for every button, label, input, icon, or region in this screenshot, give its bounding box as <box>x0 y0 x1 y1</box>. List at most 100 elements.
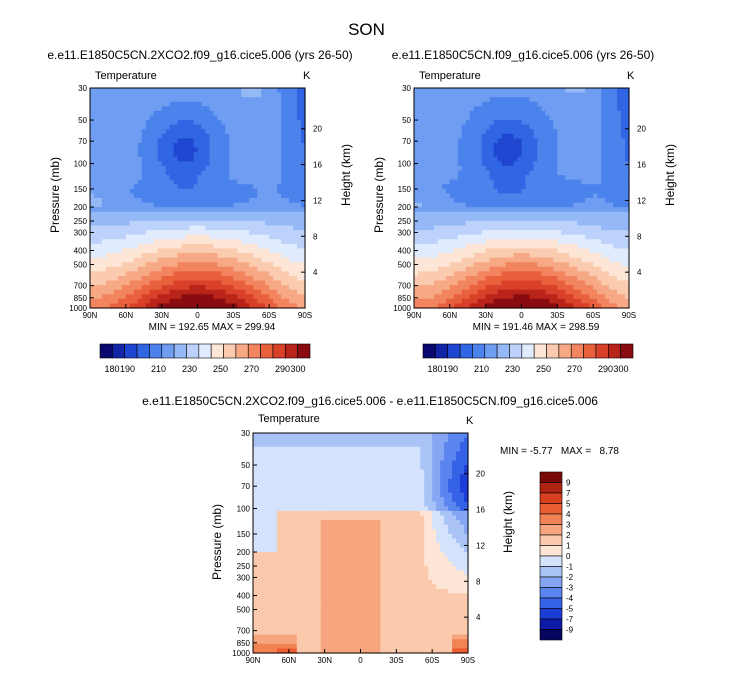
heatmap-cell <box>149 289 155 295</box>
heatmap-cell <box>201 129 207 135</box>
heatmap-cell <box>129 234 135 240</box>
heatmap-cell <box>201 161 207 167</box>
heatmap-cell <box>461 124 467 130</box>
heatmap-cell <box>241 198 246 204</box>
heatmap-cell <box>585 253 590 259</box>
heatmap-cell <box>137 289 143 295</box>
heatmap-cell <box>513 266 519 272</box>
heatmap-cell <box>117 165 123 172</box>
heatmap-cell <box>121 271 127 277</box>
heatmap-cell <box>93 143 99 149</box>
heatmap-cell <box>273 106 278 112</box>
heatmap-cell <box>141 280 147 286</box>
heatmap-cell <box>285 289 290 295</box>
heatmap-cell <box>513 106 519 112</box>
heatmap-cell <box>161 303 167 309</box>
heatmap-cell <box>245 271 250 277</box>
heatmap-cell <box>129 275 135 282</box>
heatmap-cell <box>589 211 594 217</box>
heatmap-cell <box>585 179 590 185</box>
heatmap-cell <box>525 143 531 149</box>
heatmap-cell <box>425 211 431 217</box>
heatmap-cell <box>129 161 135 167</box>
heatmap-cell <box>301 220 306 227</box>
heatmap-cell <box>157 97 163 103</box>
heatmap-cell <box>417 243 423 250</box>
heatmap-cell <box>425 152 431 158</box>
heatmap-cell <box>605 271 610 277</box>
heatmap-cell <box>565 243 570 250</box>
heatmap-cell <box>561 179 566 185</box>
heatmap-cell <box>301 101 306 107</box>
heatmap-cell <box>301 110 306 117</box>
heatmap-cell <box>609 266 614 272</box>
heatmap-cell <box>177 124 183 130</box>
heatmap-cell <box>249 170 254 176</box>
heatmap-cell <box>545 211 550 217</box>
heatmap-cell <box>557 170 562 176</box>
heatmap-cell <box>589 216 594 222</box>
heatmap-cell <box>189 97 195 103</box>
heatmap-cell <box>93 262 99 268</box>
heatmap-cell <box>453 230 459 236</box>
heatmap-cell <box>469 248 475 254</box>
heatmap-cell <box>293 220 298 227</box>
heatmap-cell <box>257 179 262 185</box>
heatmap-cell <box>433 230 439 236</box>
heatmap-cell <box>201 234 207 240</box>
heatmap-cell <box>617 97 622 103</box>
heatmap-cell <box>257 234 262 240</box>
heatmap-cell <box>485 271 491 277</box>
heatmap-cell <box>261 289 266 295</box>
heatmap-cell <box>565 234 570 240</box>
heatmap-cell <box>513 207 519 213</box>
heatmap-cell <box>141 298 147 305</box>
heatmap-cell <box>209 110 215 117</box>
heatmap-cell <box>581 138 586 144</box>
heatmap-cell <box>261 303 266 309</box>
heatmap-cell <box>113 257 119 263</box>
heatmap-cell <box>501 106 507 112</box>
heatmap-cell <box>249 248 254 254</box>
heatmap-cell <box>553 193 558 199</box>
heatmap-cell <box>625 147 630 153</box>
heatmap-cell <box>125 175 131 181</box>
heatmap-cell <box>205 188 211 195</box>
heatmap-cell <box>557 216 562 222</box>
heatmap-cell <box>117 253 123 259</box>
heatmap-cell <box>557 248 562 254</box>
heatmap-cell <box>485 97 491 103</box>
heatmap-cell <box>489 106 495 112</box>
heatmap-cell <box>185 211 191 217</box>
heatmap-cell <box>429 234 435 240</box>
heatmap-cell <box>121 257 127 263</box>
heatmap-cell <box>253 170 258 176</box>
heatmap-cell <box>253 115 258 121</box>
heatmap-cell <box>93 110 99 117</box>
heatmap-cell <box>561 110 566 117</box>
heatmap-cell <box>285 120 290 126</box>
heatmap-cell <box>621 202 626 208</box>
heatmap-cell <box>513 88 519 94</box>
heatmap-cell <box>433 253 439 259</box>
heatmap-cell <box>489 275 495 282</box>
heatmap-cell <box>469 266 475 272</box>
heatmap-cell <box>449 179 455 185</box>
heatmap-cell <box>197 115 203 121</box>
heatmap-cell <box>213 175 219 181</box>
heatmap-cell <box>265 101 270 107</box>
heatmap-cell <box>105 184 111 190</box>
heatmap-cell <box>533 248 539 254</box>
heatmap-cell <box>449 225 455 231</box>
heatmap-cell <box>209 124 215 130</box>
colorbar-swatch <box>210 343 224 359</box>
heatmap-cell <box>269 243 274 250</box>
heatmap-cell <box>493 253 499 259</box>
heatmap-cell <box>141 193 147 199</box>
heatmap-cell <box>505 262 511 268</box>
heatmap-cell <box>169 207 175 213</box>
heatmap-cell <box>457 170 463 176</box>
heatmap-cell <box>225 211 230 217</box>
heatmap-cell <box>517 97 523 103</box>
heatmap-cell <box>257 106 262 112</box>
